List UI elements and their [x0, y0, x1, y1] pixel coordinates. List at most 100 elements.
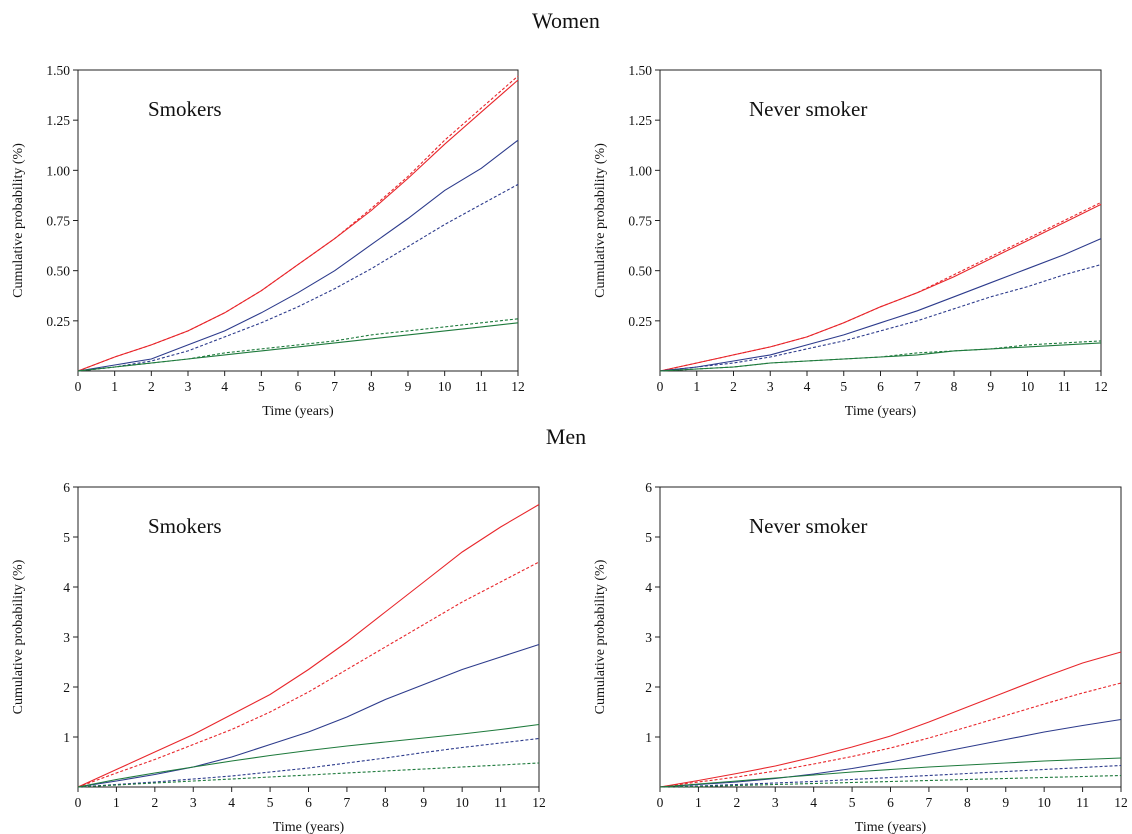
y-tick-label: 0.75: [628, 214, 652, 229]
x-tick-label: 10: [438, 379, 452, 394]
series-line-red-dashed: [77, 561, 540, 788]
x-tick-label: 8: [951, 379, 958, 394]
x-tick-label: 12: [1094, 379, 1108, 394]
x-tick-label: 4: [228, 795, 235, 810]
plot-frame: [659, 69, 1102, 372]
y-tick-label: 1.00: [628, 163, 652, 178]
chart-panel-0: 0 1 2 3 4 5 6 7 8 9 10 11 120.250.500.751.001.251.50…: [11, 63, 525, 419]
series-line-red-solid: [659, 651, 1122, 788]
series-line-blue-solid: [77, 139, 519, 372]
x-tick-label: 11: [1076, 795, 1089, 810]
y-tick-label: 4: [645, 580, 652, 595]
series-line-red-solid: [77, 504, 540, 788]
x-tick-label: 2: [148, 379, 155, 394]
x-tick-label: 9: [420, 795, 427, 810]
y-axis-label: Cumulative probability (%): [593, 143, 608, 298]
x-tick-label: 11: [1058, 379, 1071, 394]
x-tick-label: 9: [987, 379, 994, 394]
series-line-blue-solid: [77, 643, 540, 788]
x-tick-label: 2: [733, 795, 740, 810]
panel-label: Never smoker: [749, 97, 867, 121]
series-line-green-dashed: [77, 762, 540, 788]
x-tick-label: 11: [494, 795, 507, 810]
x-tick-label: 3: [190, 795, 197, 810]
y-tick-label: 1.00: [46, 163, 70, 178]
y-tick-label: 0.25: [46, 314, 70, 329]
y-tick-label: 1: [645, 730, 652, 745]
x-axis-label: Time (years): [273, 820, 345, 834]
x-axis-label: Time (years): [845, 404, 917, 419]
x-tick-label: 1: [695, 795, 702, 810]
series-line-blue-dashed: [659, 264, 1102, 372]
series-line-green-solid: [77, 322, 519, 372]
x-tick-label: 3: [185, 379, 192, 394]
x-tick-label: 12: [511, 379, 525, 394]
y-tick-label: 1.50: [628, 63, 652, 78]
x-axis-label: Time (years): [262, 404, 334, 419]
series-line-blue-dashed: [77, 737, 540, 788]
series-line-red-dashed: [77, 75, 519, 372]
x-tick-label: 1: [111, 379, 118, 394]
series-line-blue-dashed: [659, 764, 1122, 788]
y-tick-label: 3: [63, 630, 70, 645]
plot-frame: [659, 486, 1122, 788]
x-tick-label: 0: [75, 379, 82, 394]
x-tick-label: 5: [849, 795, 856, 810]
x-tick-label: 10: [455, 795, 469, 810]
y-tick-label: 1.50: [46, 63, 70, 78]
x-tick-label: 10: [1021, 379, 1035, 394]
x-tick-label: 10: [1037, 795, 1051, 810]
series-line-green-solid: [77, 723, 540, 788]
y-axis-label: Cumulative probability (%): [11, 143, 26, 298]
x-tick-label: 6: [887, 795, 894, 810]
chart-panel-1: 0 1 2 3 4 5 6 7 8 9 10 11 120.250.500.751.001.251.50…: [593, 63, 1108, 419]
x-tick-label: 2: [730, 379, 737, 394]
y-tick-label: 5: [63, 530, 70, 545]
series-line-green-dashed: [77, 318, 519, 372]
y-tick-label: 1: [63, 730, 70, 745]
x-tick-label: 3: [767, 379, 774, 394]
x-tick-label: 11: [475, 379, 488, 394]
series-line-blue-dashed: [77, 183, 519, 372]
x-tick-label: 7: [914, 379, 921, 394]
y-tick-label: 6: [63, 480, 70, 495]
x-tick-label: 7: [331, 379, 338, 394]
x-tick-label: 6: [295, 379, 302, 394]
x-tick-label: 5: [258, 379, 265, 394]
x-tick-label: 12: [532, 795, 546, 810]
x-tick-label: 5: [840, 379, 847, 394]
panel-label: Smokers: [148, 514, 222, 538]
series-line-red-solid: [77, 79, 519, 372]
y-tick-label: 2: [63, 680, 70, 695]
x-tick-label: 12: [1114, 795, 1128, 810]
x-tick-label: 5: [267, 795, 274, 810]
x-tick-label: 8: [964, 795, 971, 810]
series-line-green-dashed: [659, 774, 1122, 788]
y-tick-label: 5: [645, 530, 652, 545]
y-tick-label: 4: [63, 580, 70, 595]
x-tick-label: 0: [657, 795, 664, 810]
x-tick-label: 0: [75, 795, 82, 810]
y-tick-label: 2: [645, 680, 652, 695]
x-tick-label: 4: [810, 795, 817, 810]
x-tick-label: 6: [877, 379, 884, 394]
series-line-red-dashed: [659, 201, 1102, 372]
y-axis-label: Cumulative probability (%): [11, 559, 26, 714]
x-tick-label: 6: [305, 795, 312, 810]
group-title-women: Women: [532, 8, 600, 33]
y-tick-label: 1.25: [628, 113, 652, 128]
y-tick-label: 0.75: [46, 214, 70, 229]
x-tick-label: 4: [221, 379, 228, 394]
y-axis-label: Cumulative probability (%): [593, 559, 608, 714]
y-tick-label: 6: [645, 480, 652, 495]
series-line-green-solid: [659, 757, 1122, 788]
series-line-green-dashed: [659, 340, 1102, 372]
y-tick-label: 0.50: [46, 264, 70, 279]
x-tick-label: 9: [405, 379, 412, 394]
y-tick-label: 1.25: [46, 113, 70, 128]
panel-label: Never smoker: [749, 514, 867, 538]
x-tick-label: 1: [693, 379, 700, 394]
